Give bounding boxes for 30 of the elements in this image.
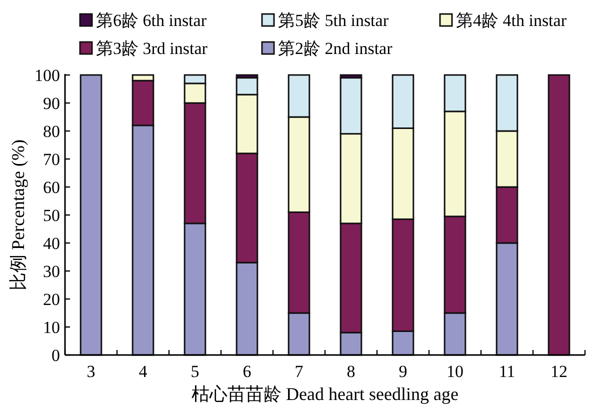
y-axis-title: 比例 Percentage (%) (8, 140, 28, 290)
legend-label: 第4龄 4th instar (456, 11, 567, 30)
y-tick-label: 90 (43, 94, 60, 113)
x-tick-label: 9 (398, 362, 408, 381)
x-tick-label: 5 (190, 362, 200, 381)
legend-label: 第6龄 6th instar (96, 11, 207, 30)
x-tick-label: 7 (294, 362, 304, 381)
x-tick-label: 10 (446, 362, 464, 381)
legend-label: 第2龄 2nd instar (278, 39, 393, 58)
x-tick-label: 11 (498, 362, 516, 381)
bar (80, 74, 102, 356)
y-tick-label: 100 (34, 66, 60, 85)
bar (548, 74, 570, 356)
y-tick-label: 20 (43, 290, 60, 309)
x-axis-title: 枯心苗苗龄 Dead heart seedling age (192, 384, 458, 404)
x-tick-label: 6 (242, 362, 252, 381)
y-tick-label: 80 (43, 122, 60, 141)
y-tick-label: 70 (43, 150, 60, 169)
y-tick-label: 50 (43, 206, 60, 225)
y-tick-label: 10 (43, 318, 60, 337)
x-tick-label: 4 (138, 362, 148, 381)
y-tick-label: 60 (43, 178, 60, 197)
x-tick-label: 8 (346, 362, 356, 381)
y-tick-label: 0 (52, 346, 60, 365)
y-tick-label: 40 (43, 234, 60, 253)
x-tick-label: 3 (86, 362, 96, 381)
x-tick-label: 12 (550, 362, 568, 381)
y-tick-label: 30 (43, 262, 60, 281)
legend-label: 第3龄 3rd instar (96, 39, 208, 58)
legend-label: 第5龄 5th instar (278, 11, 389, 30)
